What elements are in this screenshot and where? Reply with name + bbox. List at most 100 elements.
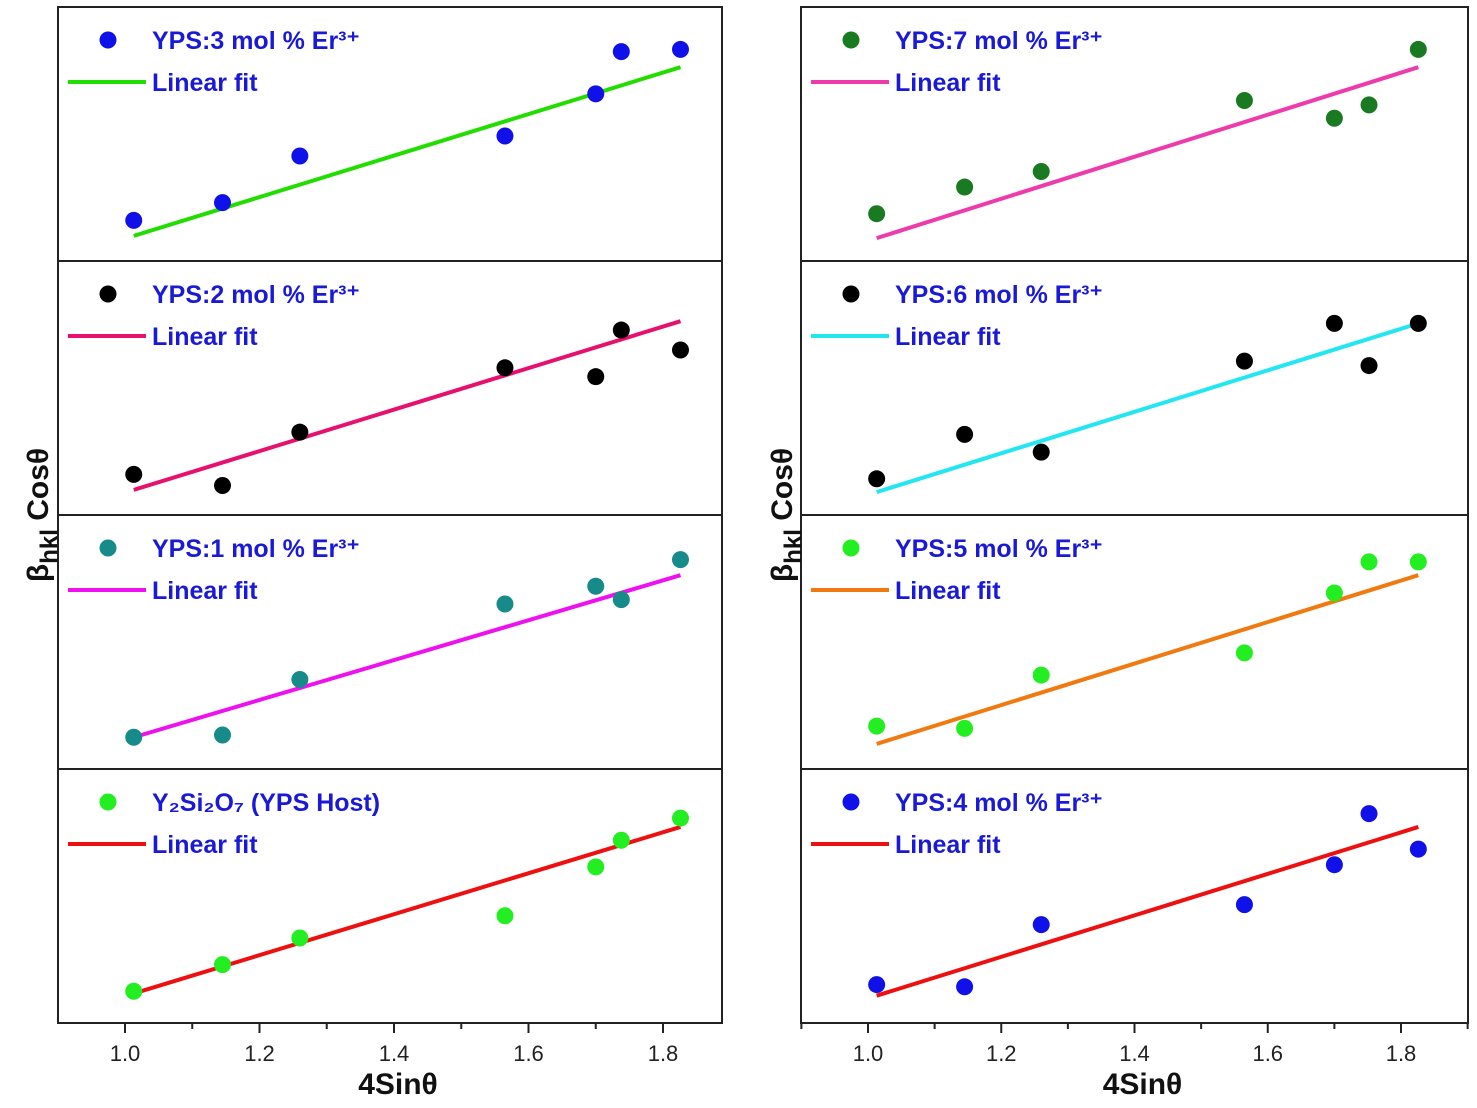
y-axis-title-sub: hkl (780, 529, 807, 564)
data-point (956, 978, 974, 996)
data-point (125, 728, 143, 746)
fit-line (876, 825, 1419, 998)
data-point (1235, 644, 1253, 662)
x-tick-label: 1.6 (1252, 1041, 1283, 1066)
data-point (496, 359, 514, 377)
data-point (1360, 553, 1378, 571)
legend-label: Linear fit (152, 577, 258, 605)
data-point (868, 470, 886, 488)
data-point (214, 194, 232, 212)
data-point (587, 368, 605, 386)
data-point (1409, 840, 1427, 858)
panel-right-0: YPS:7 mol % Er³⁺ Linear fit (811, 27, 1427, 241)
data-point (671, 341, 689, 359)
legend-marker (99, 285, 117, 303)
data-point (214, 476, 232, 494)
x-tick-label: 1.2 (244, 1041, 275, 1066)
legend-marker (99, 31, 117, 49)
legend-marker (842, 285, 860, 303)
legend-marker (99, 793, 117, 811)
data-point (1032, 443, 1050, 461)
fit-line (876, 65, 1419, 241)
data-point (125, 465, 143, 483)
legend-label: YPS:3 mol % Er³⁺ (152, 27, 360, 55)
legend-label: YPS:4 mol % Er³⁺ (895, 789, 1103, 817)
legend-label: Linear fit (152, 831, 258, 859)
data-point (1325, 856, 1343, 874)
data-point (496, 127, 514, 145)
data-point (587, 858, 605, 876)
legend-label: Linear fit (895, 831, 1001, 859)
data-point (1325, 109, 1343, 127)
data-point (1235, 352, 1253, 370)
y-axis-title-main: β (766, 564, 799, 582)
legend-marker (842, 31, 860, 49)
data-point (612, 321, 630, 339)
x-tick-label: 1.8 (648, 1041, 679, 1066)
data-point (956, 719, 974, 737)
left-column: 1.0 1.2 1.4 1.6 1.8 4Sinθ βhkl Cosθ YPS:3 mol %… (22, 6, 723, 1101)
data-point (1409, 553, 1427, 571)
data-point (868, 205, 886, 223)
data-point (291, 423, 309, 441)
x-tick-label: 1.2 (986, 1041, 1017, 1066)
panel-left-3: Y₂Si₂O₇ (YPS Host) Linear fit (68, 789, 689, 1000)
x-axis-title: 4Sinθ (1103, 1068, 1183, 1101)
fit-line (133, 319, 682, 492)
right-column: 1.0 1.2 1.4 1.6 1.8 4Sinθ βhkl Cosθ YPS:7 mol %… (766, 6, 1469, 1101)
data-point (1032, 163, 1050, 181)
y-axis-title: βhkl Cosθ (766, 448, 807, 582)
legend-label: YPS:2 mol % Er³⁺ (152, 281, 360, 309)
panel-right-3: YPS:4 mol % Er³⁺ Linear fit (811, 789, 1427, 998)
y-axis-title: βhkl Cosθ (22, 448, 63, 582)
legend-label: YPS:6 mol % Er³⁺ (895, 281, 1103, 309)
legend-label: YPS:5 mol % Er³⁺ (895, 535, 1103, 563)
data-point (671, 809, 689, 827)
panel-left-1: YPS:2 mol % Er³⁺ Linear fit (68, 281, 689, 494)
y-axis-title-rest: Cosθ (766, 448, 799, 529)
data-point (587, 577, 605, 595)
panel-left-2: YPS:1 mol % Er³⁺ Linear fit (68, 535, 689, 746)
y-axis-title-rest: Cosθ (22, 448, 55, 529)
data-point (125, 211, 143, 229)
fit-line (876, 573, 1419, 746)
data-point (125, 982, 143, 1000)
panel-right-2: YPS:5 mol % Er³⁺ Linear fit (811, 535, 1427, 746)
legend-label: Linear fit (152, 69, 258, 97)
x-tick-label: 1.6 (513, 1041, 544, 1066)
x-tick-label: 1.8 (1386, 1041, 1417, 1066)
legend-marker (99, 539, 117, 557)
data-point (612, 43, 630, 61)
y-axis-title-sub: hkl (36, 529, 63, 564)
data-point (612, 831, 630, 849)
data-point (868, 976, 886, 994)
x-tick-label: 1.0 (853, 1041, 884, 1066)
data-point (1360, 96, 1378, 114)
fit-line (876, 321, 1419, 495)
legend-label: Linear fit (895, 69, 1001, 97)
data-point (612, 591, 630, 609)
data-point (956, 178, 974, 196)
data-point (587, 85, 605, 103)
legend-label: YPS:1 mol % Er³⁺ (152, 535, 360, 563)
data-point (1409, 40, 1427, 58)
data-point (1360, 357, 1378, 375)
legend-marker (842, 539, 860, 557)
legend-label: Linear fit (895, 577, 1001, 605)
x-tick-label: 1.0 (110, 1041, 141, 1066)
data-point (291, 147, 309, 165)
data-point (1032, 916, 1050, 934)
data-point (496, 907, 514, 925)
legend-label: Y₂Si₂O₇ (YPS Host) (152, 789, 380, 817)
legend-marker (842, 793, 860, 811)
x-axis-title: 4Sinθ (358, 1068, 438, 1101)
panel-left-0: YPS:3 mol % Er³⁺ Linear fit (68, 27, 689, 238)
data-point (956, 425, 974, 443)
data-point (1235, 896, 1253, 914)
fit-line (133, 573, 682, 740)
data-point (1235, 91, 1253, 109)
data-point (868, 717, 886, 735)
data-point (291, 929, 309, 947)
data-point (1032, 666, 1050, 684)
data-point (1409, 314, 1427, 332)
